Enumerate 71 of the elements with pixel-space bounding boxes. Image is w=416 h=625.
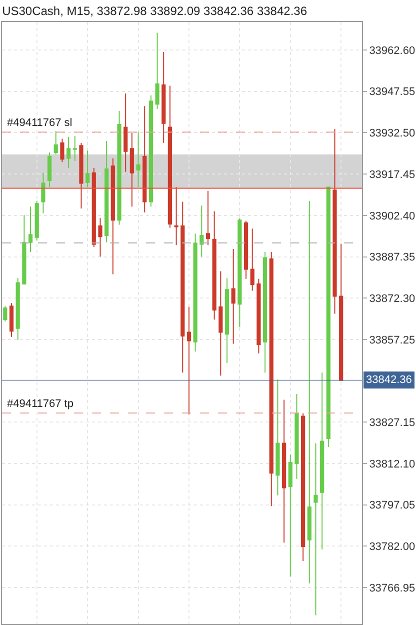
candlestick <box>130 132 134 208</box>
candlestick <box>86 150 90 188</box>
y-tick-label: 33872.30 <box>369 292 416 305</box>
ref-line-label: #49411767 sl <box>7 117 72 129</box>
candlestick <box>269 251 274 507</box>
candlestick <box>124 92 128 172</box>
candlestick <box>110 158 115 275</box>
candlestick <box>212 210 216 320</box>
candlestick <box>256 278 261 354</box>
candlestick <box>54 130 58 155</box>
candlestick <box>66 136 71 168</box>
candlestick <box>326 186 330 448</box>
candlestick <box>41 172 46 214</box>
candlestick <box>148 94 153 208</box>
candlestick <box>47 152 52 188</box>
candlestick <box>307 200 312 584</box>
ref-line-label: #49411767 tp <box>7 398 74 410</box>
candlestick <box>339 243 344 381</box>
y-tick-label: 33812.10 <box>369 458 416 470</box>
y-tick-label: 33887.35 <box>369 252 416 264</box>
candlestick <box>186 306 192 415</box>
candlestick <box>276 378 280 496</box>
candlestick <box>104 140 109 243</box>
candlestick <box>174 186 178 246</box>
y-tick-label: 33857.25 <box>369 334 416 346</box>
candlestick <box>301 412 306 562</box>
chart-title: US30Cash, M15, 33872.98 33892.09 33842.36 33842.36 <box>2 4 308 18</box>
candlestick <box>238 218 242 328</box>
candlestick <box>250 228 254 292</box>
candlestick <box>60 138 64 163</box>
y-tick-label: 33827.15 <box>369 417 416 430</box>
candlestick <box>320 372 324 550</box>
candlestick <box>168 85 172 228</box>
candlestick <box>224 278 230 364</box>
candlestick <box>180 201 185 374</box>
y-tick-label: 33947.55 <box>369 86 416 98</box>
candlestick <box>162 51 166 144</box>
candlestick <box>136 132 140 188</box>
candlestick <box>193 233 198 352</box>
candlestick <box>155 32 160 110</box>
candlestick <box>231 248 236 344</box>
candlestick <box>294 394 299 480</box>
candlestick <box>34 200 39 241</box>
ref-line-label: 33842.36 <box>366 374 412 386</box>
y-tick-label: 33902.40 <box>369 210 416 222</box>
candlestick <box>92 167 96 248</box>
candlestick <box>9 302 14 338</box>
y-tick-label: 33932.50 <box>369 128 416 140</box>
candlestick <box>3 306 8 322</box>
candlestick <box>200 205 204 258</box>
candlestick <box>98 218 102 258</box>
candlestick <box>117 110 122 226</box>
candlestick <box>142 106 147 213</box>
candlestick <box>282 399 286 544</box>
candlestick <box>28 206 33 252</box>
candlestick <box>314 442 318 616</box>
candlestick <box>79 142 84 210</box>
candlestick <box>16 278 20 340</box>
candlestick <box>262 251 268 374</box>
candlestick <box>72 136 77 162</box>
candlestick <box>332 128 337 314</box>
y-tick-label: 33766.95 <box>369 582 416 594</box>
y-tick-label: 33782.00 <box>369 541 416 554</box>
candlestick <box>244 220 248 280</box>
candlestick <box>22 214 26 286</box>
candlestick <box>206 190 210 246</box>
y-tick-label: 33917.45 <box>369 168 416 181</box>
y-tick-label: 33797.05 <box>369 500 416 512</box>
y-tick-label: 33962.60 <box>369 44 416 57</box>
candlestick <box>288 454 292 577</box>
candlestick <box>218 270 223 376</box>
